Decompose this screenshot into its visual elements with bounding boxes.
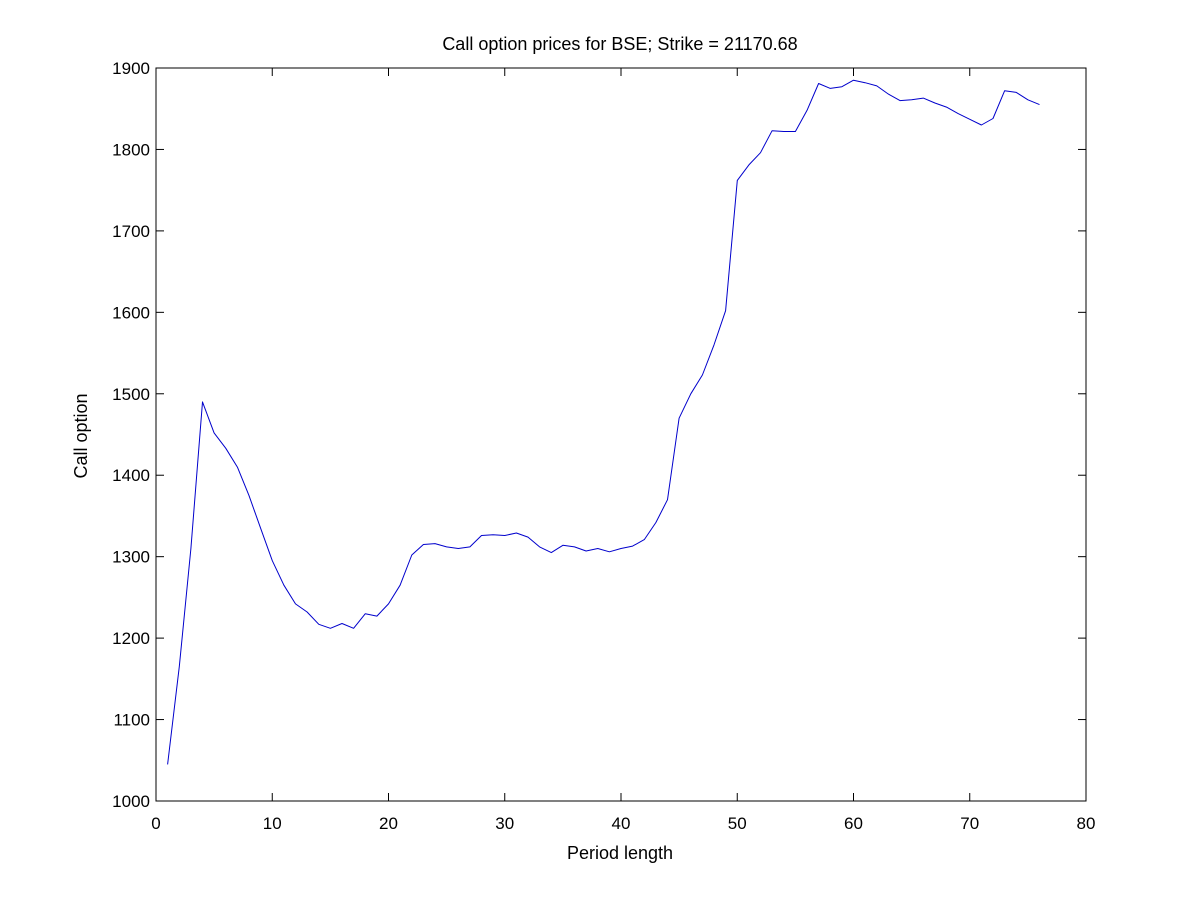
series-line xyxy=(167,79,1040,765)
x-tick-label: 80 xyxy=(1077,814,1096,833)
x-tick-label: 30 xyxy=(495,814,514,833)
y-tick-label: 1600 xyxy=(112,303,150,322)
y-tick-label: 1200 xyxy=(112,629,150,648)
chart-title: Call option prices for BSE; Strike = 211… xyxy=(442,34,797,54)
y-tick-label: 1700 xyxy=(112,222,150,241)
x-tick-label: 70 xyxy=(960,814,979,833)
x-tick-label: 60 xyxy=(844,814,863,833)
x-axis-label: Period length xyxy=(567,843,673,863)
y-axis-label: Call option xyxy=(71,393,91,478)
x-tick-label: 10 xyxy=(263,814,282,833)
y-tick-label: 1900 xyxy=(112,59,150,78)
axis-ticks: 0 10 20 30 40 50 60 70 80 1000 1100 1200 1300 1400 150… xyxy=(112,59,1095,833)
x-tick-label: 20 xyxy=(379,814,398,833)
x-tick-label: 50 xyxy=(728,814,747,833)
x-tick-label: 40 xyxy=(612,814,631,833)
plot-frame xyxy=(155,67,1087,802)
y-tick-label: 1000 xyxy=(112,792,150,811)
y-tick-label: 1800 xyxy=(112,140,150,159)
y-tick-label: 1500 xyxy=(112,385,150,404)
y-tick-label: 1400 xyxy=(112,466,150,485)
y-tick-label: 1100 xyxy=(113,711,150,730)
x-tick-label: 0 xyxy=(151,814,160,833)
y-tick-label: 1300 xyxy=(112,548,150,567)
series-layer xyxy=(167,79,1040,765)
